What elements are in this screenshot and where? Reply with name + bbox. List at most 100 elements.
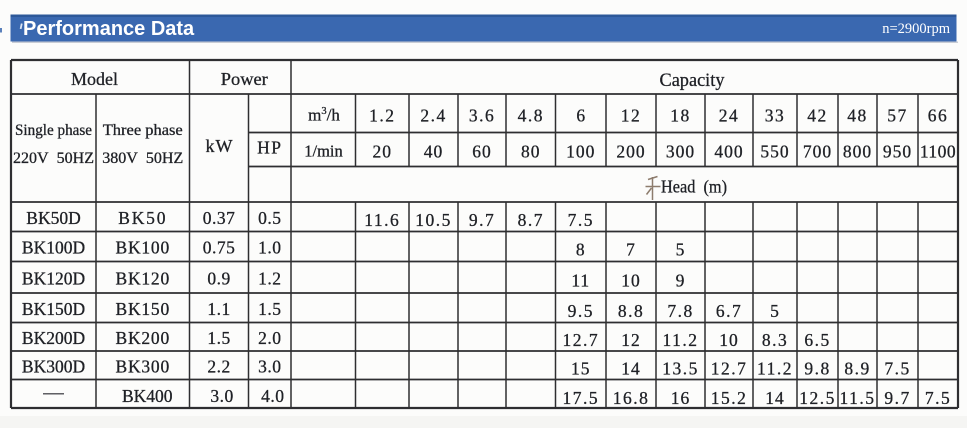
svg-text:8: 8 [576, 240, 586, 260]
svg-text:BK100: BK100 [115, 238, 170, 258]
svg-text:6: 6 [576, 106, 585, 126]
svg-text:100: 100 [566, 142, 595, 162]
svg-text:550: 550 [760, 142, 789, 162]
svg-text:80: 80 [521, 142, 541, 162]
svg-text:8.7: 8.7 [518, 210, 544, 230]
svg-text:2.0: 2.0 [258, 328, 281, 348]
svg-text:4.0: 4.0 [261, 386, 284, 406]
svg-text:400: 400 [714, 142, 743, 162]
svg-text:Head (m): Head (m) [661, 177, 727, 197]
svg-text:7: 7 [626, 240, 636, 260]
svg-text:Single phase: Single phase [15, 122, 92, 139]
svg-text:42: 42 [807, 106, 828, 126]
svg-text:BK50D: BK50D [26, 208, 80, 228]
svg-text:16: 16 [671, 388, 691, 408]
svg-text:24: 24 [719, 106, 740, 126]
svg-text:12: 12 [621, 330, 641, 350]
svg-text:14: 14 [621, 358, 641, 378]
svg-text:HP: HP [257, 138, 282, 158]
svg-text:66: 66 [928, 106, 949, 126]
svg-text:11: 11 [571, 270, 590, 290]
svg-text:12.7: 12.7 [562, 330, 599, 350]
svg-text:BK150: BK150 [115, 299, 170, 319]
svg-text:8.3: 8.3 [762, 330, 788, 350]
svg-text:9.5: 9.5 [568, 301, 594, 321]
svg-text:8.8: 8.8 [618, 301, 644, 321]
svg-text:7.8: 7.8 [667, 301, 693, 321]
svg-text:14: 14 [765, 388, 785, 408]
svg-text:9: 9 [676, 270, 686, 290]
svg-text:40: 40 [424, 142, 444, 162]
svg-text:200: 200 [616, 142, 645, 162]
svg-text:BK120D: BK120D [22, 268, 85, 288]
svg-text:6.7: 6.7 [716, 301, 742, 321]
svg-text:10.5: 10.5 [415, 210, 452, 230]
svg-text:700: 700 [803, 142, 832, 162]
svg-text:n=2900rpm: n=2900rpm [882, 21, 951, 37]
svg-text:12.5: 12.5 [799, 388, 836, 408]
svg-text:3.6: 3.6 [469, 106, 495, 126]
svg-text:1.5: 1.5 [258, 299, 281, 319]
svg-text:1100: 1100 [920, 142, 956, 162]
svg-text:BK100D: BK100D [22, 238, 85, 258]
svg-text:57: 57 [887, 106, 908, 126]
svg-text:BK400: BK400 [122, 386, 173, 406]
svg-text:16.8: 16.8 [613, 388, 650, 408]
svg-text:1.1: 1.1 [207, 299, 230, 319]
svg-text:4.8: 4.8 [518, 106, 544, 126]
svg-text:9.7: 9.7 [884, 388, 910, 408]
svg-text:11.6: 11.6 [364, 210, 400, 230]
svg-text:18: 18 [670, 106, 691, 126]
svg-text:BK50: BK50 [118, 208, 167, 228]
svg-text:0.75: 0.75 [203, 238, 236, 258]
svg-text:BK200: BK200 [115, 328, 170, 348]
svg-text:13.5: 13.5 [662, 358, 699, 378]
svg-text:9.8: 9.8 [804, 358, 830, 378]
svg-text:15.2: 15.2 [711, 388, 748, 408]
svg-text:BK150D: BK150D [22, 299, 85, 319]
svg-text:5: 5 [676, 240, 686, 260]
svg-text:11.2: 11.2 [663, 330, 699, 350]
svg-text:12: 12 [621, 106, 642, 126]
svg-text:1.0: 1.0 [258, 238, 281, 258]
svg-text:1.2: 1.2 [258, 268, 281, 288]
svg-text:20: 20 [373, 142, 393, 162]
svg-text:9.7: 9.7 [469, 210, 495, 230]
svg-text:12.7: 12.7 [711, 358, 748, 378]
svg-text:800: 800 [843, 142, 872, 162]
svg-text:BK300D: BK300D [22, 356, 85, 376]
svg-text:60: 60 [472, 142, 492, 162]
svg-text:48: 48 [847, 106, 868, 126]
svg-text:10: 10 [621, 270, 641, 290]
svg-text:Model: Model [71, 69, 118, 89]
svg-text:2.4: 2.4 [420, 106, 446, 126]
svg-text:kW: kW [206, 136, 234, 156]
svg-text:3.0: 3.0 [210, 386, 233, 406]
svg-text:2.2: 2.2 [207, 356, 230, 376]
svg-text:m3/h: m3/h [308, 106, 340, 125]
svg-text:15: 15 [571, 358, 591, 378]
svg-text:1/min: 1/min [304, 142, 343, 161]
svg-text:7.5: 7.5 [568, 210, 594, 230]
svg-text:Performance Data: Performance Data [23, 18, 195, 40]
svg-text:0.9: 0.9 [207, 268, 230, 288]
svg-text:BK200D: BK200D [22, 328, 85, 348]
svg-text:33: 33 [765, 106, 786, 126]
svg-text:7.5: 7.5 [884, 358, 910, 378]
svg-text:3.0: 3.0 [258, 356, 281, 376]
svg-text:1.2: 1.2 [369, 106, 395, 126]
svg-text:220V 50HZ: 220V 50HZ [13, 150, 94, 167]
svg-text:0.5: 0.5 [258, 208, 281, 228]
svg-text:950: 950 [883, 142, 912, 162]
svg-text:0.37: 0.37 [203, 208, 236, 228]
svg-text:Capacity: Capacity [660, 71, 726, 91]
svg-text:Three phase: Three phase [103, 122, 183, 139]
svg-text:7.5: 7.5 [925, 388, 951, 408]
svg-text:BK300: BK300 [115, 356, 170, 376]
svg-text:Power: Power [221, 69, 268, 89]
svg-text:11.5: 11.5 [840, 388, 876, 408]
svg-text:380V 50HZ: 380V 50HZ [102, 150, 183, 167]
svg-text:5: 5 [770, 301, 780, 321]
svg-text:11.2: 11.2 [757, 358, 793, 378]
svg-text:8.9: 8.9 [844, 358, 870, 378]
